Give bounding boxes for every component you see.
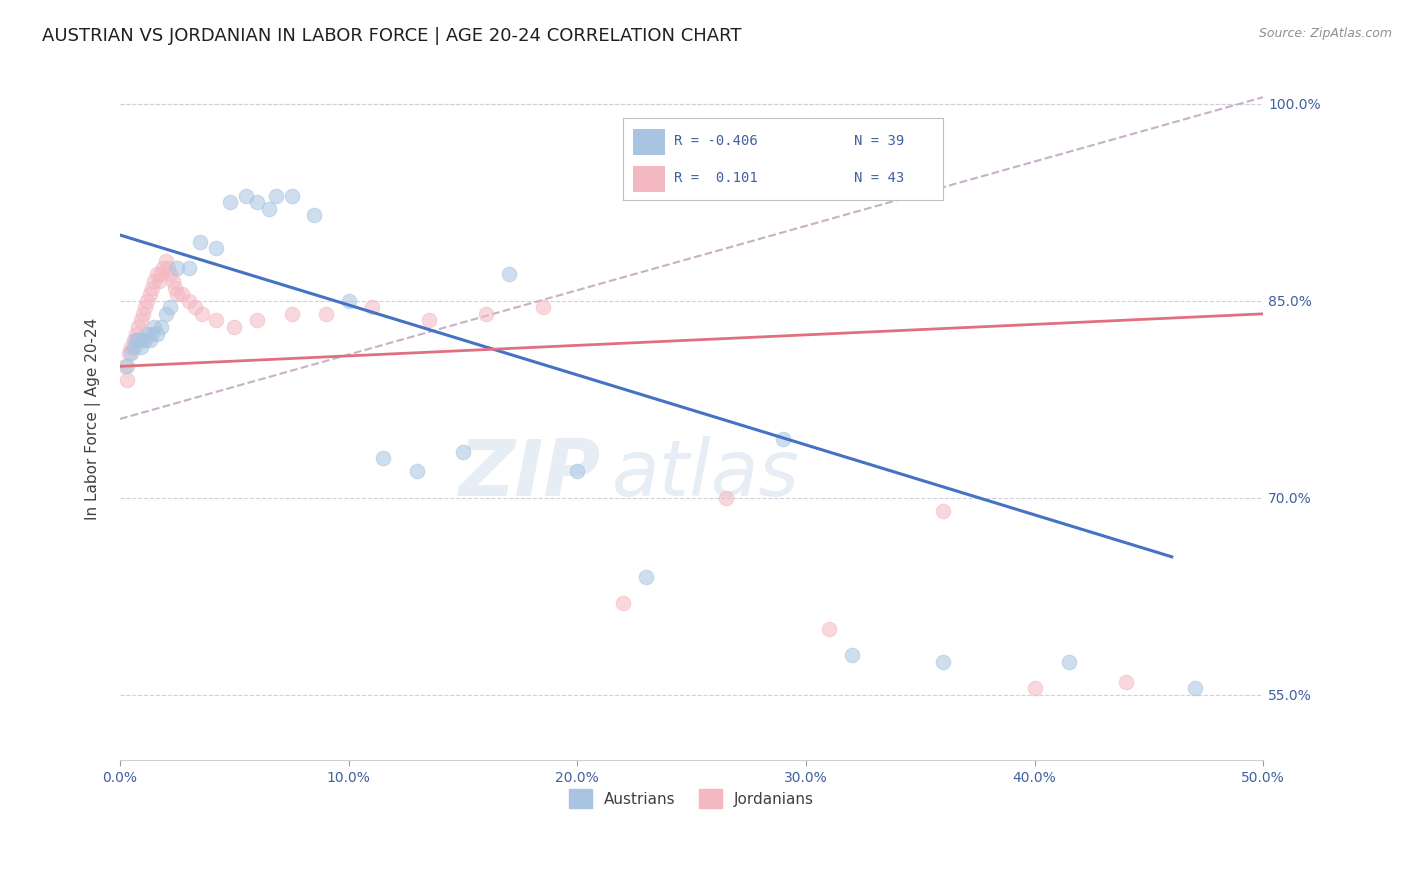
Point [418,313,440,327]
Point [121,346,143,360]
Point [567,465,589,479]
Point [205,313,228,327]
Point [162,274,184,288]
Point [475,307,498,321]
Point [145,268,167,282]
Point [159,300,181,314]
Point [177,293,200,308]
Point [127,333,149,347]
Text: Source: ZipAtlas.com: Source: ZipAtlas.com [1258,27,1392,40]
Text: ZIP: ZIP [458,435,600,511]
Point [257,202,280,216]
Point [136,326,159,341]
Point [498,268,520,282]
Point [170,287,193,301]
Point [143,274,166,288]
Point [841,648,863,663]
Point [714,491,737,505]
Y-axis label: In Labor Force | Age 20-24: In Labor Force | Age 20-24 [86,318,101,520]
Point [150,268,173,282]
Point [114,359,136,374]
Point [127,320,149,334]
Point [184,300,207,314]
Point [139,333,162,347]
Point [134,333,156,347]
Point [118,346,141,360]
Point [115,372,138,386]
Point [1184,681,1206,695]
Point [191,307,214,321]
Point [817,622,839,636]
Point [246,313,269,327]
Point [188,235,211,249]
Point [371,451,394,466]
Legend: Austrians, Jordanians: Austrians, Jordanians [564,783,820,814]
Point [166,260,188,275]
Point [145,326,167,341]
Point [218,195,240,210]
Point [337,293,360,308]
Point [246,195,269,210]
Point [136,293,159,308]
Text: atlas: atlas [612,435,800,511]
Point [125,333,148,347]
Point [451,444,474,458]
Text: AUSTRIAN VS JORDANIAN IN LABOR FORCE | AGE 20-24 CORRELATION CHART: AUSTRIAN VS JORDANIAN IN LABOR FORCE | A… [42,27,742,45]
Point [264,188,287,202]
Point [122,340,145,354]
Point [280,188,302,202]
Point [1115,674,1137,689]
Point [134,300,156,314]
Point [304,208,326,222]
Point [932,655,955,669]
Point [139,287,162,301]
Point [235,188,257,202]
Point [150,320,173,334]
Point [280,307,302,321]
Point [360,300,382,314]
Point [1057,655,1080,669]
Point [177,260,200,275]
Point [772,432,794,446]
Point [141,280,163,294]
Point [122,333,145,347]
Point [159,268,181,282]
Point [129,313,152,327]
Point [315,307,337,321]
Point [129,340,152,354]
Point [143,320,166,334]
Point [132,333,155,347]
Point [121,340,143,354]
Point [1024,681,1046,695]
Point [406,465,429,479]
Point [148,274,170,288]
Point [205,241,228,255]
Point [157,260,180,275]
Point [163,280,186,294]
Point [155,254,177,268]
Point [634,569,657,583]
Point [155,307,177,321]
Point [132,307,155,321]
Point [152,260,174,275]
Point [612,596,634,610]
Point [531,300,554,314]
Point [224,320,246,334]
Point [115,359,138,374]
Point [166,287,188,301]
Point [141,326,163,341]
Point [932,504,955,518]
Point [125,326,148,341]
